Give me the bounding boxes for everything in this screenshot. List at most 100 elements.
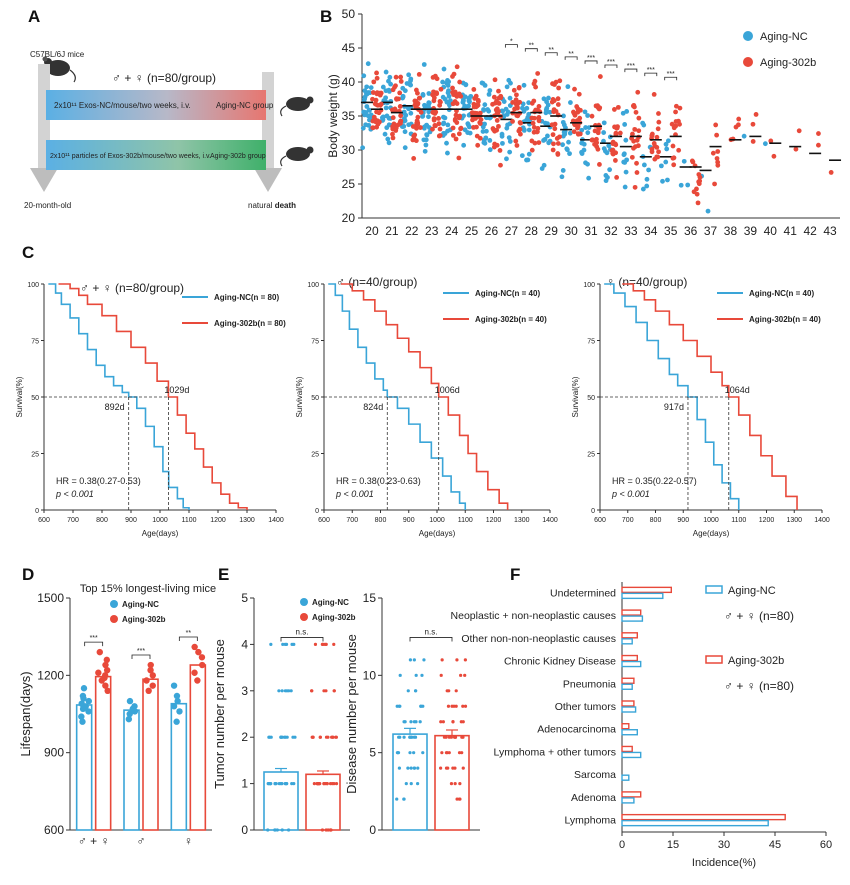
data-point (610, 141, 616, 146)
data-point (289, 689, 293, 693)
data-point (80, 685, 88, 692)
panel-a: A C57BL/6J mice ♂ + ♀ (n=80/group) 2x10¹… (24, 7, 314, 210)
data-point (487, 88, 493, 93)
data-point (519, 153, 525, 159)
incidence-chart: 0 15 30 45 60 Incidence(%) Undetermined Neoplas… (451, 582, 832, 869)
x-tick-label: 33 (624, 224, 638, 238)
p-value: p < 0.001 (335, 489, 374, 499)
data-point (447, 751, 451, 755)
chart-title: Top 15% longest-living mice (80, 583, 216, 595)
data-point (644, 183, 650, 189)
data-point (384, 113, 390, 119)
data-point (461, 766, 465, 770)
data-point (394, 96, 399, 102)
data-point (613, 130, 619, 136)
data-point (173, 718, 180, 725)
data-point (547, 109, 553, 115)
data-point (441, 720, 445, 724)
data-point (681, 158, 687, 164)
x-tick-label: 35 (664, 224, 678, 238)
data-point (446, 766, 450, 770)
data-point (579, 140, 585, 146)
data-point (398, 113, 404, 119)
data-point (583, 125, 588, 130)
category-label: Chronic Kidney Disease (504, 656, 616, 668)
bar (621, 609, 642, 616)
data-point (555, 102, 561, 107)
data-point (424, 132, 430, 138)
data-point (416, 72, 422, 77)
legend-f-nc-swatch (705, 585, 723, 594)
data-point (363, 110, 369, 115)
data-point (96, 648, 103, 656)
data-point (762, 141, 768, 147)
mouse-icon (280, 146, 314, 167)
data-point (78, 700, 85, 707)
data-point (147, 661, 154, 669)
data-point (445, 122, 451, 128)
data-point (409, 766, 413, 770)
data-point (401, 109, 407, 115)
data-point (459, 673, 463, 677)
data-point (656, 119, 662, 125)
data-point (370, 90, 376, 95)
y-tick-label: 75 (311, 339, 319, 346)
category-label: Adenocarcinoma (537, 724, 616, 736)
data-point (383, 105, 389, 111)
data-point (560, 168, 566, 173)
data-point (313, 642, 318, 647)
data-point (671, 155, 677, 161)
data-point (490, 101, 495, 107)
data-point (453, 136, 459, 142)
data-point (439, 720, 443, 724)
data-point (575, 124, 581, 129)
x-axis-title: Age(days) (142, 529, 179, 538)
data-point (392, 106, 398, 112)
median-302b-label: 1064d (725, 385, 750, 395)
significance-bracket (280, 637, 324, 642)
data-point (454, 704, 458, 708)
legend-nc-label: Aging-NC(n = 40) (475, 289, 540, 298)
body-weight-chart: 20 25 30 35 40 45 50 20 21 22 23 24 25 26 27 28 29 30 31 32… (326, 7, 842, 238)
data-point (663, 159, 669, 165)
bar (621, 774, 630, 781)
data-point (398, 673, 402, 677)
data-point (677, 105, 683, 111)
data-point (541, 162, 547, 168)
data-point (331, 735, 335, 739)
data-point (678, 182, 684, 188)
y-tick-label: 45 (342, 41, 356, 55)
data-point (630, 131, 635, 137)
data-point (494, 127, 500, 133)
category-label: Other non-non-neoplastic causes (461, 633, 616, 645)
x-tick-label: 700 (622, 517, 634, 524)
data-point (673, 119, 679, 124)
data-point (440, 751, 444, 755)
data-point (546, 95, 551, 101)
data-point (463, 673, 467, 677)
x-axis-title: Incidence(%) (692, 857, 756, 869)
data-point (423, 142, 429, 148)
data-point (453, 782, 457, 786)
significance-bracket (584, 60, 598, 64)
data-point (595, 146, 601, 152)
significance-bracket (644, 72, 658, 77)
significance-bracket (664, 76, 678, 81)
data-point (279, 735, 283, 739)
data-point (396, 751, 400, 755)
significance-bracket (131, 654, 151, 660)
data-point (695, 200, 701, 206)
x-tick-label: 1200 (486, 517, 502, 524)
data-point (690, 159, 696, 165)
data-point (426, 114, 431, 120)
data-point (416, 782, 420, 786)
data-point (507, 149, 513, 155)
x-tick-label: 1400 (268, 517, 284, 524)
data-point (402, 129, 408, 135)
data-point (579, 127, 585, 133)
data-point (402, 735, 406, 739)
x-tick-label: 1400 (814, 517, 830, 524)
x-tick-label: 36 (684, 224, 698, 238)
y-tick-label: 100 (583, 282, 595, 289)
data-point (696, 181, 702, 187)
